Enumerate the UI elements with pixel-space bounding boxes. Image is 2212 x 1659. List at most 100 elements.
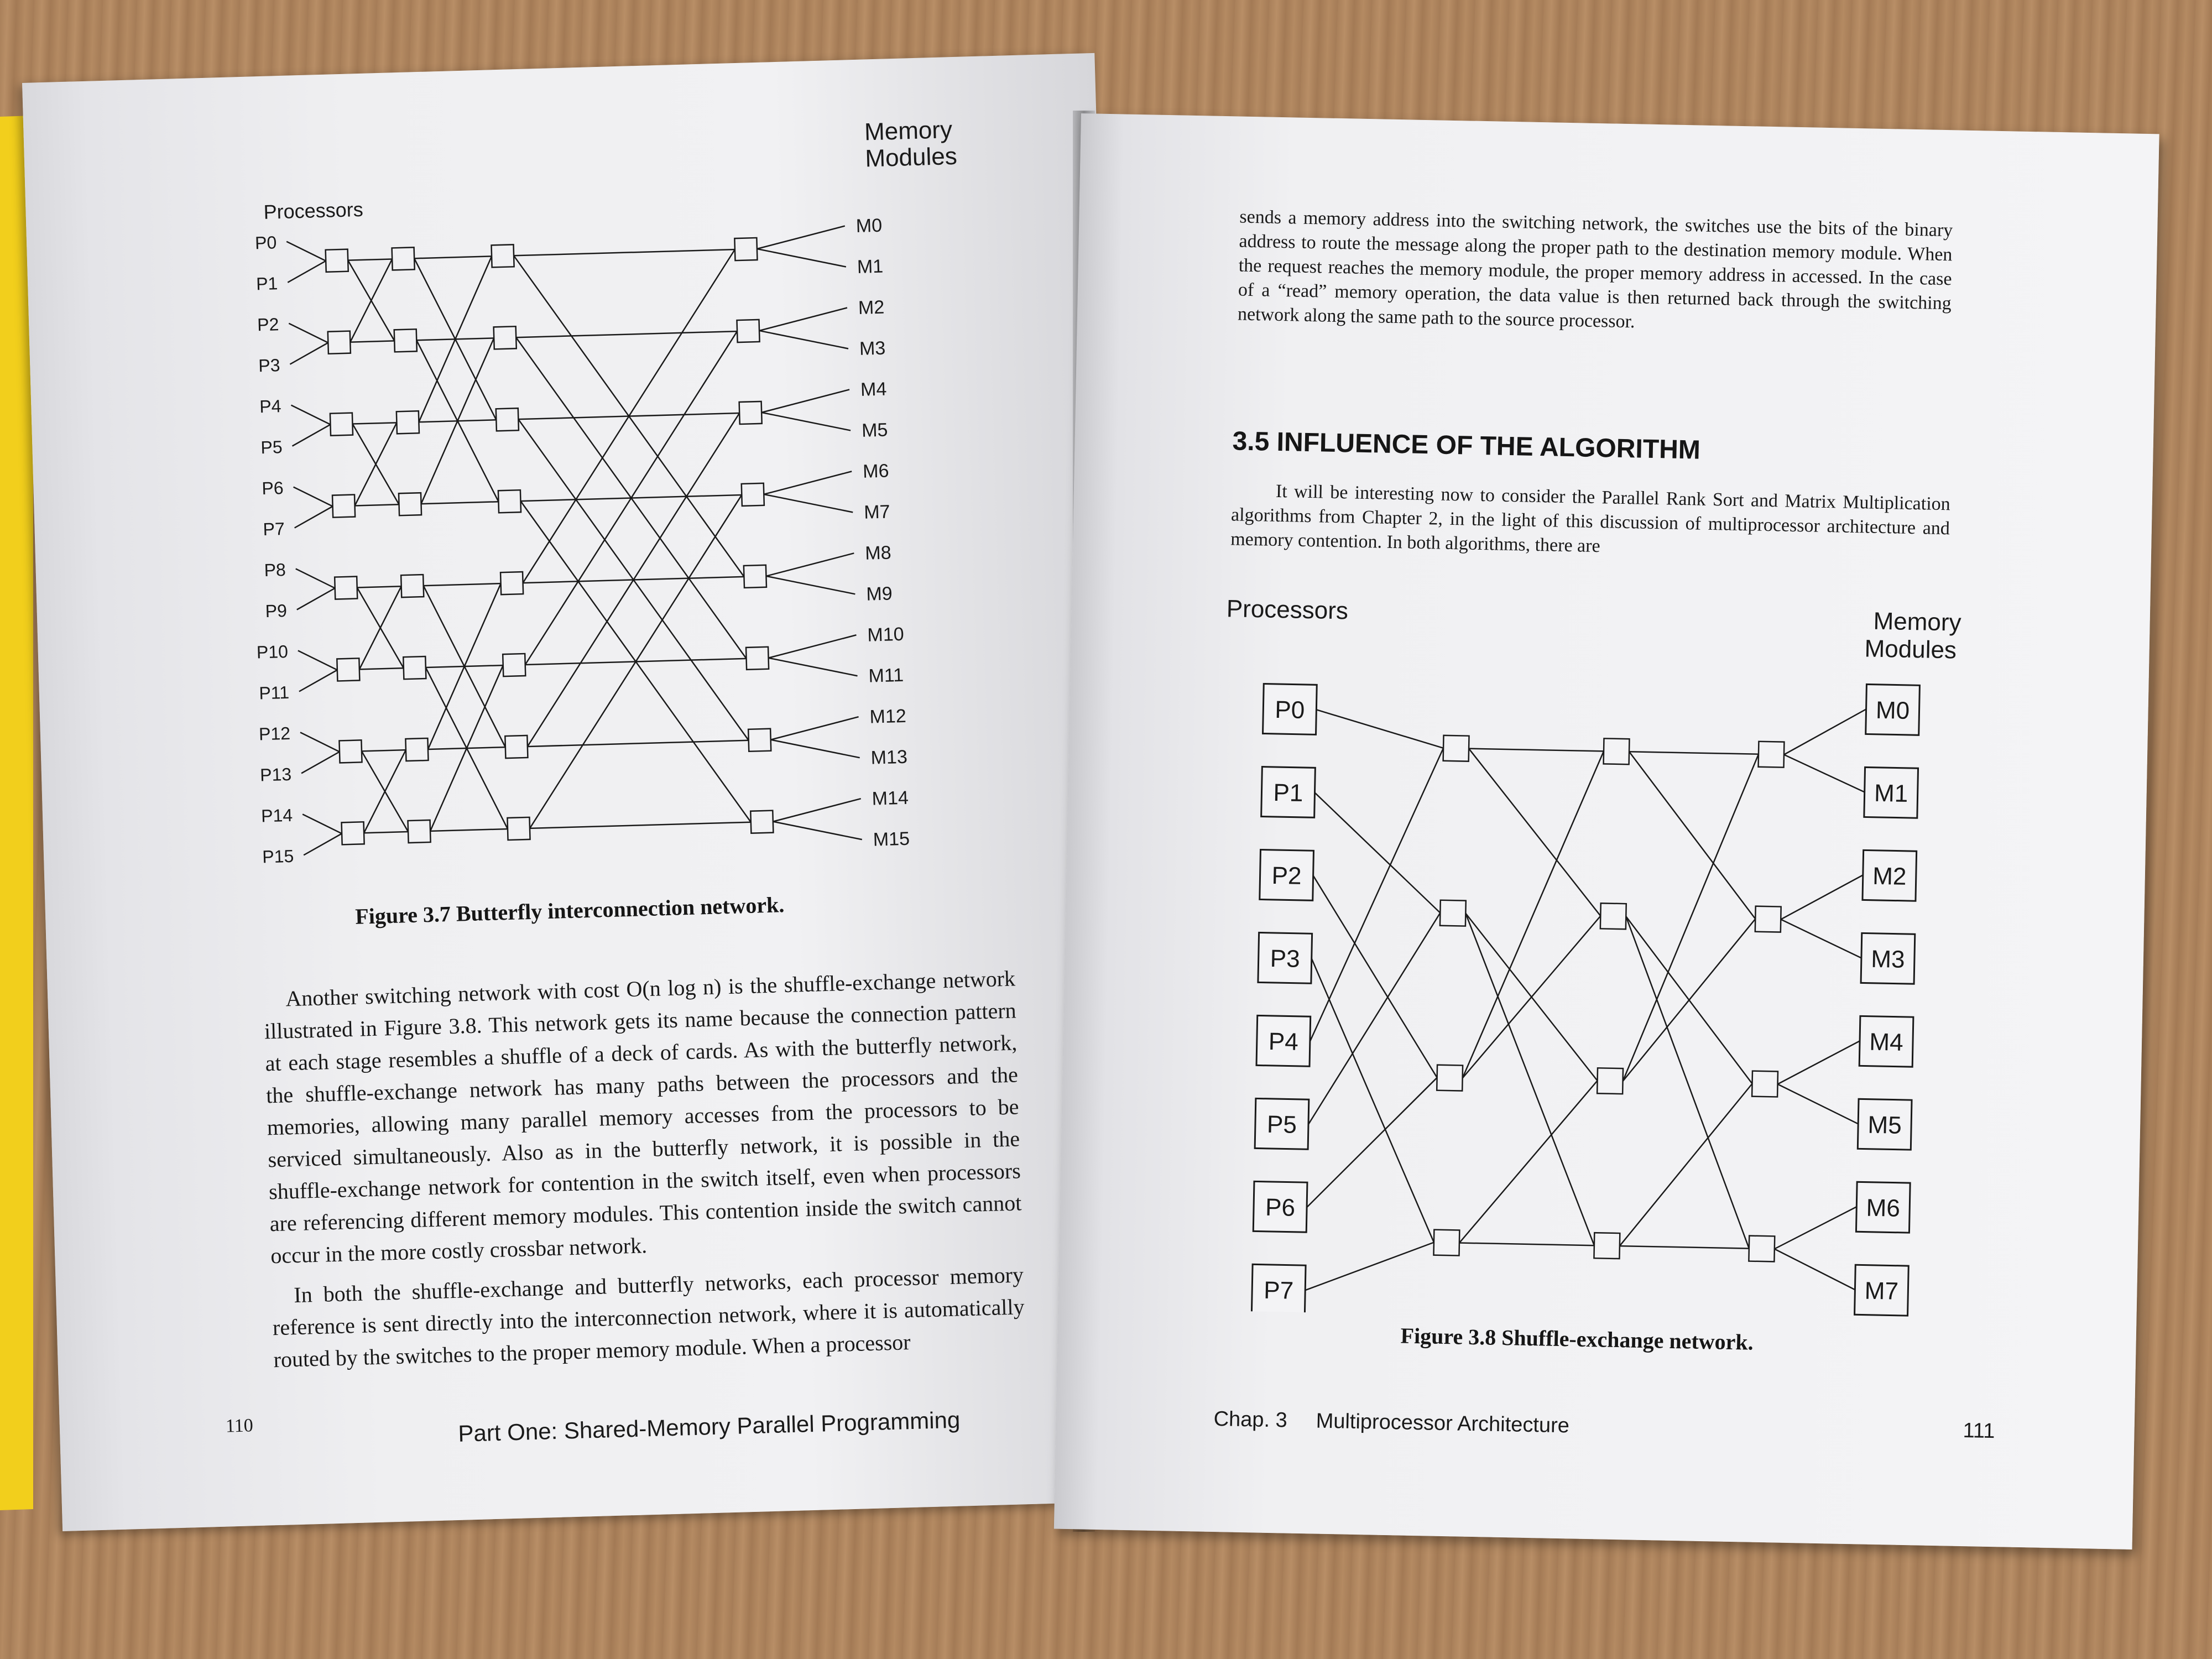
shuffle-memory-box xyxy=(1856,1098,1913,1151)
shuffle-stage-wire xyxy=(1625,916,1750,1249)
butterfly-cross-wire xyxy=(429,665,504,832)
shuffle-switch-box xyxy=(1436,1064,1464,1092)
butterfly-straight-wire xyxy=(354,504,399,507)
shuffle-processor-box xyxy=(1257,931,1313,984)
butterfly-straight-wire xyxy=(514,248,735,257)
shuffle-stage-wire xyxy=(1458,1080,1598,1244)
butterfly-switch-box xyxy=(405,737,429,762)
shuffle-output-wire xyxy=(1780,874,1864,920)
butterfly-switch-box xyxy=(499,571,524,596)
butterfly-cross-wire xyxy=(354,422,398,507)
butterfly-memory-label: M15 xyxy=(873,828,910,851)
butterfly-processor-label: P15 xyxy=(262,846,294,867)
butterfly-input-wire xyxy=(298,650,338,671)
butterfly-memory-label: M3 xyxy=(859,338,885,359)
butterfly-cross-wire xyxy=(363,749,407,833)
butterfly-straight-wire xyxy=(357,585,401,588)
butterfly-cross-wire xyxy=(524,331,738,665)
butterfly-cross-wire xyxy=(349,258,393,343)
butterfly-switch-box xyxy=(502,653,526,677)
butterfly-input-wire xyxy=(287,260,326,283)
butterfly-input-wire xyxy=(286,241,326,262)
butterfly-processor-label: P7 xyxy=(263,519,285,539)
butterfly-output-wire xyxy=(773,797,862,822)
butterfly-input-wire xyxy=(290,404,331,425)
shuffle-memory-box xyxy=(1855,1181,1911,1234)
shuffle-processor-box xyxy=(1255,1014,1312,1067)
butterfly-cross-wire xyxy=(522,249,735,583)
shuffle-switch-box xyxy=(1599,902,1627,930)
butterfly-processor-label: P8 xyxy=(264,560,286,580)
butterfly-switch-box xyxy=(327,330,352,355)
butterfly-output-wire xyxy=(759,330,849,349)
butterfly-processor-label: P0 xyxy=(255,232,277,253)
butterfly-cross-wire xyxy=(526,413,740,747)
butterfly-output-wire xyxy=(757,248,847,268)
butterfly-processor-label: P13 xyxy=(260,764,292,785)
shuffle-output-wire xyxy=(1774,1248,1855,1291)
butterfly-switch-box xyxy=(507,816,531,841)
shuffle-switch-box xyxy=(1603,738,1630,765)
shuffle-switch-box xyxy=(1751,1070,1779,1098)
butterfly-memory-label-1: Memory xyxy=(864,116,952,145)
shuffle-memory-label: M3 xyxy=(1871,946,1905,973)
shuffle-switch-box xyxy=(1433,1229,1460,1256)
butterfly-memory-label: M2 xyxy=(858,297,884,319)
shuffle-processors-label: Processors xyxy=(1226,595,1348,624)
butterfly-processor-label: P14 xyxy=(261,805,293,826)
shuffle-switch-box xyxy=(1754,905,1782,933)
butterfly-processor-label: P4 xyxy=(259,396,281,416)
right-footer-title: Multiprocessor Architecture xyxy=(1316,1409,1570,1438)
butterfly-memory-label: M12 xyxy=(869,706,906,728)
butterfly-cross-wire xyxy=(358,586,402,670)
shuffle-processor-label: P5 xyxy=(1267,1111,1297,1139)
shuffle-input-wire xyxy=(1311,958,1435,1243)
butterfly-memory-label: M9 xyxy=(866,583,893,604)
butterfly-processor-label: P3 xyxy=(258,355,280,375)
butterfly-straight-wire xyxy=(423,582,501,587)
shuffle-output-wire xyxy=(1777,1040,1860,1085)
butterfly-processor-label: P11 xyxy=(259,682,290,703)
shuffle-memory-box xyxy=(1860,932,1916,985)
butterfly-processor-label: P5 xyxy=(260,437,283,457)
butterfly-output-wire xyxy=(768,657,858,677)
shuffle-processor-box xyxy=(1262,683,1318,735)
butterfly-memory-label: M8 xyxy=(865,542,891,564)
shuffle-switch-box xyxy=(1757,740,1785,768)
shuffle-stage-wire xyxy=(1619,1245,1749,1249)
butterfly-processor-label: P10 xyxy=(256,641,288,662)
butterfly-output-wire xyxy=(766,575,855,595)
butterfly-output-wire xyxy=(761,411,851,431)
shuffle-memory-label: M0 xyxy=(1876,697,1910,724)
butterfly-switch-box xyxy=(395,410,420,435)
butterfly-output-wire xyxy=(764,493,853,513)
butterfly-memory-label: M7 xyxy=(864,501,890,523)
shuffle-processor-label: P6 xyxy=(1265,1194,1296,1222)
butterfly-straight-wire xyxy=(516,330,738,338)
shuffle-memory-label-2: Modules xyxy=(1864,635,1957,664)
shuffle-processor-label: P4 xyxy=(1268,1028,1298,1056)
butterfly-input-wire xyxy=(301,751,340,774)
shuffle-memory-box xyxy=(1861,849,1918,902)
butterfly-straight-wire xyxy=(527,739,749,748)
butterfly-memory-label: M0 xyxy=(855,215,882,237)
right-top-paragraph: sends a memory address into the switchin… xyxy=(1237,206,1953,332)
shuffle-figure-caption: Figure 3.8 Shuffle-exchange network. xyxy=(1400,1323,1754,1355)
butterfly-straight-wire xyxy=(352,422,397,425)
butterfly-memory-label: M10 xyxy=(867,624,904,646)
shuffle-input-wire xyxy=(1306,1077,1438,1208)
butterfly-switch-box xyxy=(749,810,774,834)
butterfly-cross-wire xyxy=(420,337,495,504)
shuffle-stage-wire xyxy=(1629,751,1756,920)
butterfly-switch-box xyxy=(333,576,358,600)
shuffle-processor-label: P2 xyxy=(1271,862,1302,890)
butterfly-processor-label: P2 xyxy=(257,314,279,335)
butterfly-figure-caption: Figure 3.7 Butterfly interconnection net… xyxy=(354,892,785,929)
butterfly-memory-label-2: Modules xyxy=(865,143,958,173)
butterfly-input-wire xyxy=(294,505,333,529)
butterfly-cross-wire xyxy=(427,583,502,750)
shuffle-processor-box xyxy=(1252,1180,1308,1233)
right-page: sends a memory address into the switchin… xyxy=(1053,113,2159,1550)
shuffle-processor-box xyxy=(1259,848,1315,901)
butterfly-straight-wire xyxy=(529,821,751,830)
